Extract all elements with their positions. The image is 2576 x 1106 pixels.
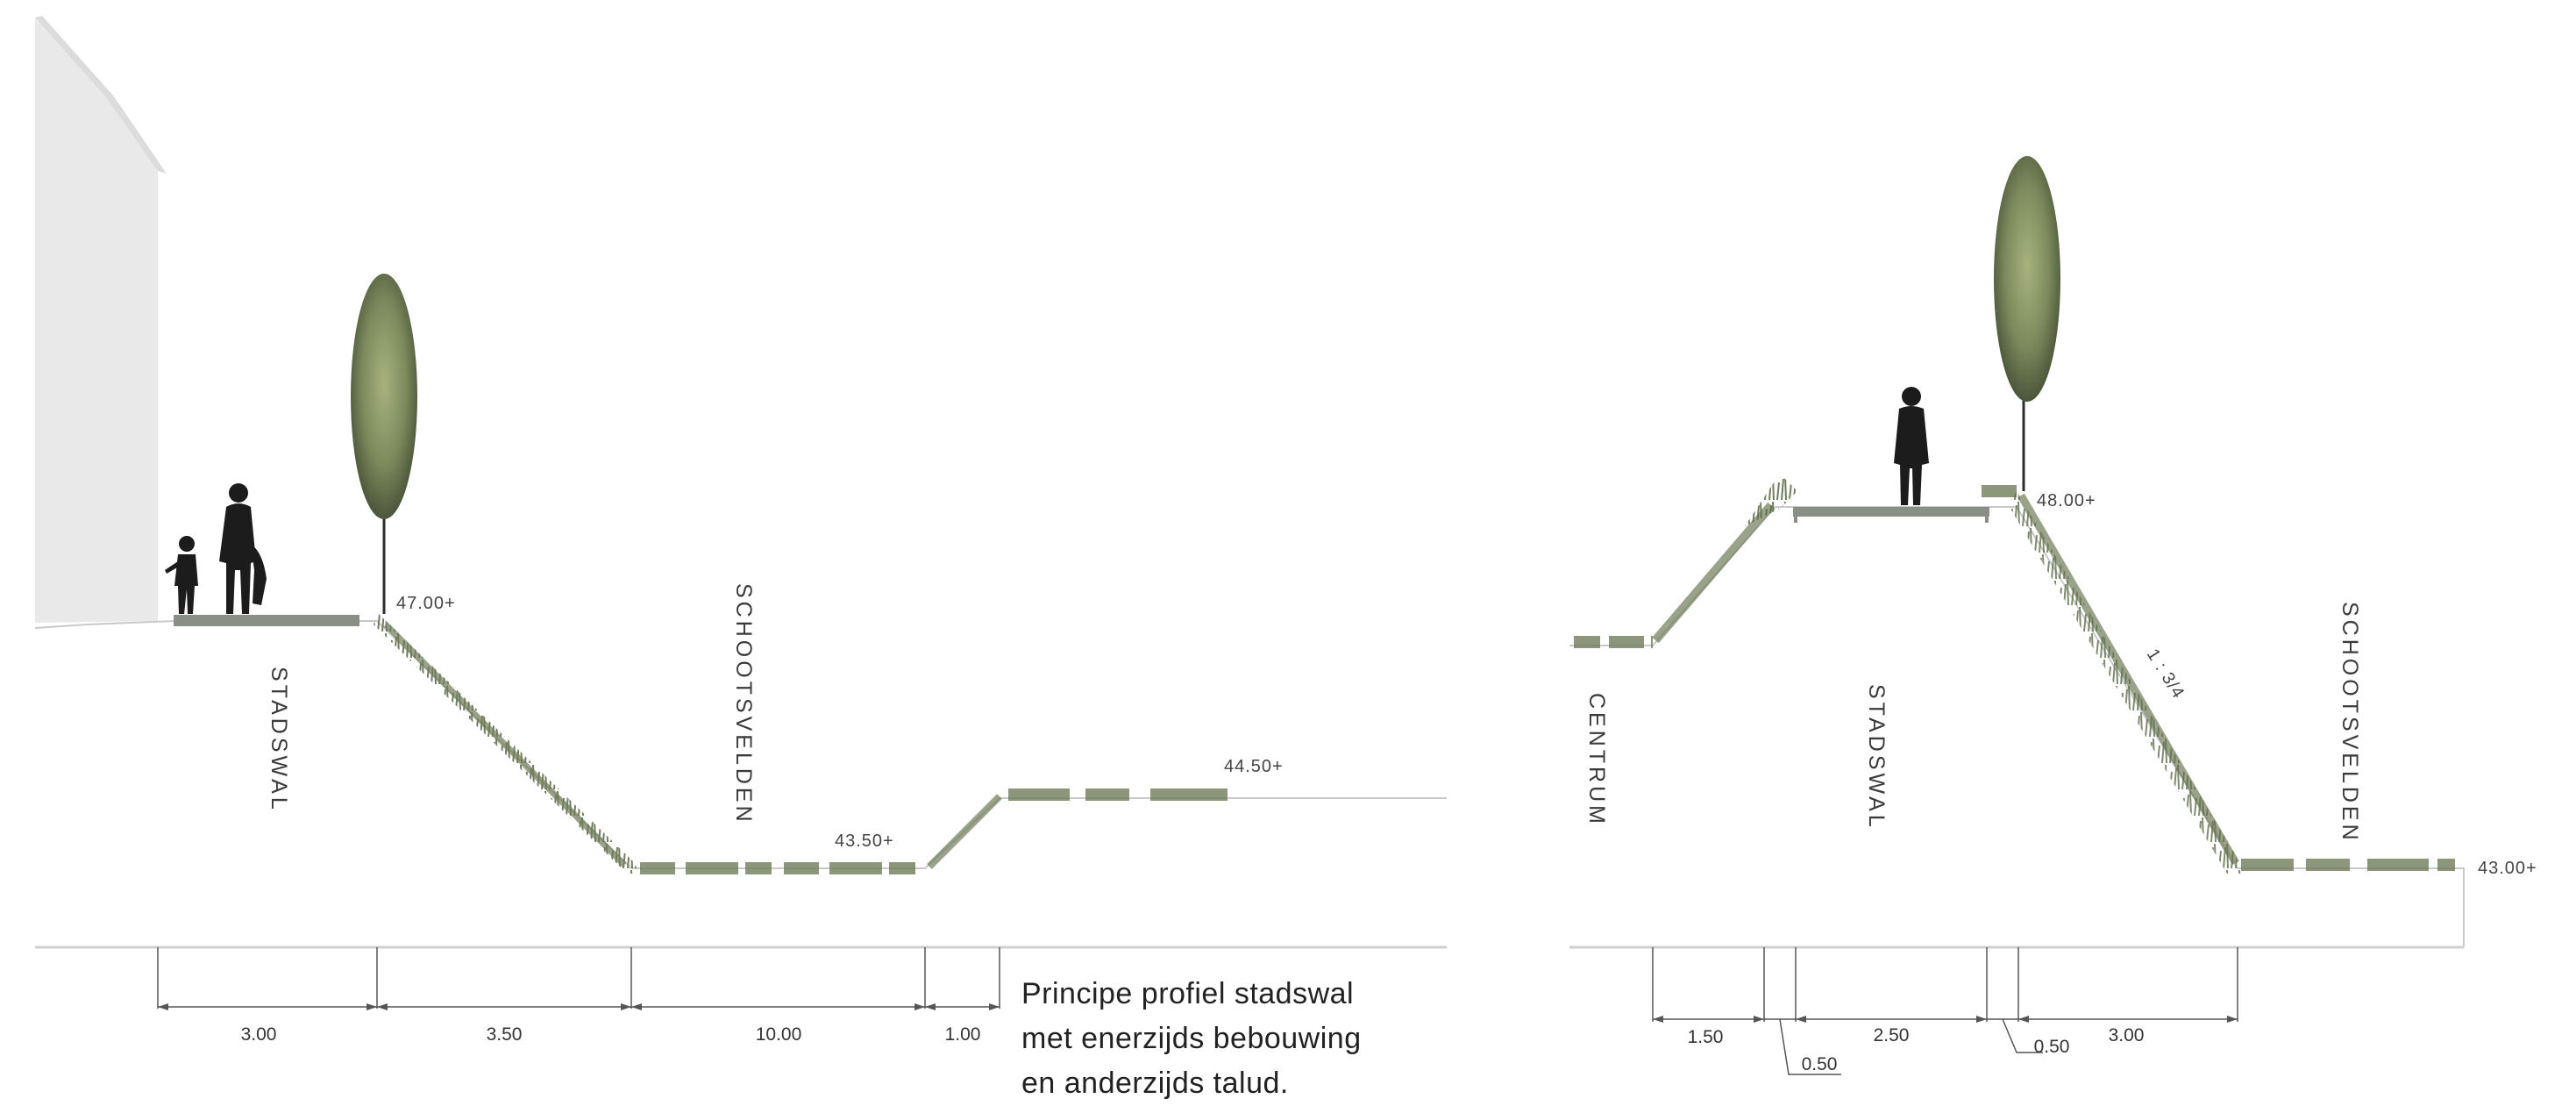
caption: Principe profiel stadswal met enerzijds …	[1021, 972, 1362, 1106]
dimension-arrows-left	[158, 1003, 1000, 1010]
level-bottom-left: 43.50+	[835, 831, 894, 851]
left-section: 47.00+ 44.50+ 43.50+ STADSWAL SCHOOTSVEL…	[34, 16, 1447, 1045]
dim-right-3: 3.00	[2109, 1025, 2145, 1045]
dim-right-small-2: 0.50	[2034, 1037, 2070, 1057]
grass-slope-left	[374, 614, 1228, 874]
dimension-line-right	[1652, 947, 2238, 1075]
dim-left-3: 10.00	[756, 1024, 802, 1045]
ground-line-right	[1569, 506, 2465, 947]
dim-right-1: 1.50	[1688, 1027, 1724, 1047]
level-bottom-right: 43.00+	[2478, 859, 2537, 878]
dim-left-1: 3.00	[241, 1024, 277, 1045]
label-schootsvelden-right: SCHOOTSVELDEN	[2338, 602, 2362, 844]
label-centrum: CENTRUM	[1584, 693, 1609, 827]
tree-right	[1994, 156, 2060, 491]
dim-left-4: 1.00	[945, 1024, 981, 1045]
tree-left	[351, 274, 417, 614]
path-stadswal-right	[1793, 507, 1989, 517]
grass-slope-right	[1574, 474, 2455, 874]
right-section: 48.00+ 43.00+ 1 : 3/4 CENTRUM STADSWAL S…	[1569, 156, 2537, 1075]
dim-right-small-1: 0.50	[1802, 1054, 1838, 1074]
building	[35, 18, 158, 623]
people-silhouettes	[165, 483, 267, 614]
path-stadswal	[174, 615, 359, 626]
label-stadswal-right: STADSWAL	[1864, 684, 1889, 831]
label-schootsvelden-left: SCHOOTSVELDEN	[731, 583, 756, 825]
label-stadswal-left: STADSWAL	[267, 667, 291, 813]
caption-line-3: en anderzijds talud.	[1021, 1067, 1289, 1100]
dim-right-2: 2.50	[1874, 1025, 1910, 1045]
level-top-left: 47.00+	[396, 594, 456, 613]
level-middle-left: 44.50+	[1224, 757, 1284, 776]
dimension-arrows-right	[1653, 1016, 2238, 1023]
person-silhouette	[1894, 387, 1929, 505]
level-top-right: 48.00+	[2037, 491, 2096, 510]
caption-line-2: met enerzijds bebouwing	[1021, 1022, 1362, 1055]
dim-left-2: 3.50	[487, 1024, 523, 1045]
caption-line-1: Principe profiel stadswal	[1021, 977, 1355, 1010]
slope-ratio: 1 : 3/4	[2143, 646, 2188, 703]
dimension-line-left	[157, 947, 1000, 1009]
